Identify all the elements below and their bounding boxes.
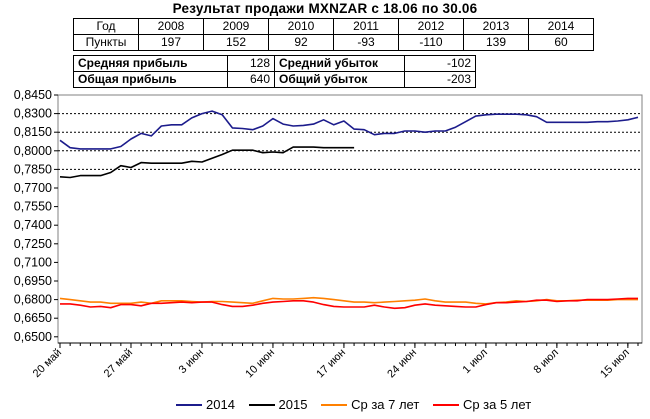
summary-table: Средняя прибыль 128 Средний убыток -102 … xyxy=(73,55,476,88)
points-cell: 60 xyxy=(528,34,594,51)
points-cell: 197 xyxy=(138,34,204,51)
avg-loss-value: -102 xyxy=(404,55,476,72)
years-row: Год 2008 2009 2010 2011 2012 2013 2014 xyxy=(73,18,594,35)
points-cell: 92 xyxy=(268,34,334,51)
y-tick-label: 0,8300 xyxy=(14,107,52,121)
points-cell: 139 xyxy=(463,34,529,51)
legend-swatch xyxy=(432,403,459,406)
y-tick-label: 0,7100 xyxy=(14,255,52,269)
x-tick-label: 1 июл xyxy=(460,347,490,377)
y-tick-label: 0,7850 xyxy=(14,162,52,176)
line-chart: 0,8450 0,8300 0,8150 0,8000 0,7850 0,7700 0,75… xyxy=(14,88,643,381)
points-row: Пункты 197 152 92 -93 -110 139 60 xyxy=(73,34,594,51)
legend-label: Ср за 7 лет xyxy=(351,397,420,412)
yearly-points-table: Год 2008 2009 2010 2011 2012 2013 2014 П… xyxy=(73,18,594,51)
y-tick-label: 0,8150 xyxy=(14,125,52,139)
total-profit-label: Общая прибыль xyxy=(73,71,228,88)
x-tick-label: 15 июл xyxy=(598,347,632,381)
points-cell: -110 xyxy=(398,34,464,51)
summary-row-totals: Общая прибыль 640 Общий убыток -203 xyxy=(73,71,476,88)
x-tick-label: 3 июн xyxy=(177,347,206,376)
legend-label: 2014 xyxy=(206,397,235,412)
series-line xyxy=(60,297,638,310)
x-tick-label: 20 май xyxy=(31,347,64,380)
x-tick-label: 10 июн xyxy=(243,347,277,381)
series-line xyxy=(59,110,639,150)
chart-title: Результат продажи MXNZAR с 18.06 по 30.0… xyxy=(172,1,478,16)
legend-swatch xyxy=(248,403,275,406)
legend-swatch xyxy=(176,403,202,406)
total-loss-label: Общий убыток xyxy=(274,71,405,88)
y-tick-label: 0,6950 xyxy=(14,274,52,288)
points-cell: 152 xyxy=(203,34,269,51)
y-tick-label: 0,7400 xyxy=(14,218,52,232)
total-loss-value: -203 xyxy=(404,71,476,88)
y-tick-label: 0,8450 xyxy=(14,88,52,102)
y-tick-label: 0,6650 xyxy=(14,311,52,325)
y-tick-label: 0,8000 xyxy=(14,144,52,158)
legend-item-avg7: Ср за 7 лет xyxy=(321,397,419,413)
y-tick-label: 0,7550 xyxy=(14,200,52,214)
y-tick-label: 0,7700 xyxy=(14,181,52,195)
legend-swatch xyxy=(321,403,348,406)
y-tick-label: 0,7250 xyxy=(14,237,52,251)
legend-label: Ср за 5 лет xyxy=(462,397,532,412)
legend-item-2014: 2014 xyxy=(176,397,235,413)
chart-legend: 2014 2015 Ср за 7 лет Ср за 5 лет xyxy=(176,397,541,413)
legend-label: 2015 xyxy=(278,397,308,412)
legend-item-avg5: Ср за 5 лет xyxy=(432,397,532,413)
year-cell: 2014 xyxy=(528,18,594,35)
points-cell: -93 xyxy=(333,34,399,51)
total-profit-value: 640 xyxy=(227,71,275,88)
y-tick-label: 0,6500 xyxy=(14,330,52,344)
year-cell: 2012 xyxy=(398,18,464,35)
points-row-label: Пункты xyxy=(73,34,139,51)
x-tick-label: 27 май xyxy=(102,347,135,380)
x-tick-label: 8 июл xyxy=(531,347,561,377)
year-cell: 2008 xyxy=(138,18,204,35)
summary-row-averages: Средняя прибыль 128 Средний убыток -102 xyxy=(73,55,476,72)
series-line xyxy=(59,146,355,179)
x-tick-label: 17 июн xyxy=(314,347,348,381)
x-tick-label: 24 июн xyxy=(385,347,419,381)
y-tick-label: 0,6800 xyxy=(14,293,52,307)
legend-item-2015: 2015 xyxy=(248,397,308,413)
